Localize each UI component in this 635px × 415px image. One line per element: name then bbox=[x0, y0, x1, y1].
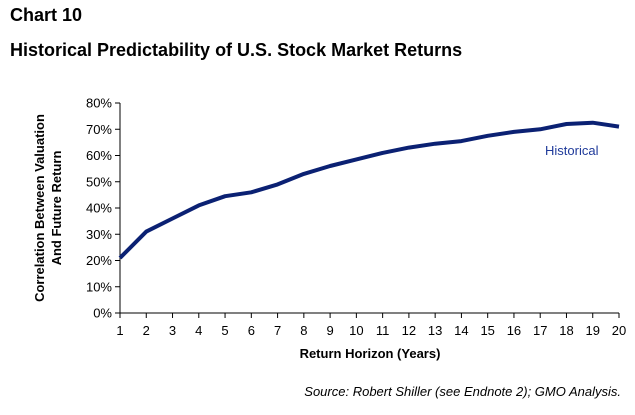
series-group bbox=[118, 120, 620, 260]
x-tick-label: 13 bbox=[428, 323, 442, 338]
x-tick-label: 1 bbox=[116, 323, 123, 338]
x-tick-label: 4 bbox=[195, 323, 202, 338]
y-axis-title-line-1: Correlation Between Valuation bbox=[32, 114, 47, 302]
source-note: Source: Robert Shiller (see Endnote 2); … bbox=[304, 384, 621, 399]
series-line-historical bbox=[118, 120, 620, 260]
x-tick-label: 2 bbox=[143, 323, 150, 338]
series-label-historical: Historical bbox=[545, 143, 599, 158]
x-tick-label: 8 bbox=[300, 323, 307, 338]
y-tick-label: 0% bbox=[93, 306, 112, 321]
chart-number: Chart 10 bbox=[10, 5, 83, 25]
y-tick-label: 30% bbox=[86, 227, 112, 242]
y-axis-title-line-2: And Future Return bbox=[49, 151, 64, 266]
y-tick-label: 50% bbox=[86, 174, 112, 189]
y-tick-label: 20% bbox=[86, 253, 112, 268]
x-tick-label: 11 bbox=[376, 323, 390, 338]
x-tick-label: 19 bbox=[586, 323, 600, 338]
y-tick-label: 70% bbox=[86, 122, 112, 137]
x-tick-label: 6 bbox=[248, 323, 255, 338]
chart-title: Historical Predictability of U.S. Stock … bbox=[10, 40, 463, 60]
x-tick-label: 10 bbox=[349, 323, 363, 338]
x-tick-label: 16 bbox=[507, 323, 521, 338]
y-tick-label: 60% bbox=[86, 148, 112, 163]
x-tick-label: 14 bbox=[454, 323, 468, 338]
x-tick-label: 20 bbox=[612, 323, 626, 338]
x-tick-label: 12 bbox=[402, 323, 416, 338]
x-tick-label: 17 bbox=[533, 323, 547, 338]
y-tick-label: 80% bbox=[86, 96, 112, 111]
x-tick-label: 3 bbox=[169, 323, 176, 338]
x-axis-title: Return Horizon (Years) bbox=[300, 346, 441, 361]
x-tick-label: 7 bbox=[274, 323, 281, 338]
x-ticks: 1 2 3 4 5 6 7 8 9 10 11 12 13 14 15 16 17 18 19 20 bbox=[116, 313, 626, 338]
x-tick-label: 18 bbox=[559, 323, 573, 338]
x-tick-label: 9 bbox=[326, 323, 333, 338]
y-tick-label: 40% bbox=[86, 201, 112, 216]
y-tick-label: 10% bbox=[86, 279, 112, 294]
x-tick-label: 15 bbox=[480, 323, 494, 338]
x-tick-label: 5 bbox=[221, 323, 228, 338]
y-ticks: 0% 10% 20% 30% 40% 50% 60% 70% 80% bbox=[86, 96, 120, 321]
